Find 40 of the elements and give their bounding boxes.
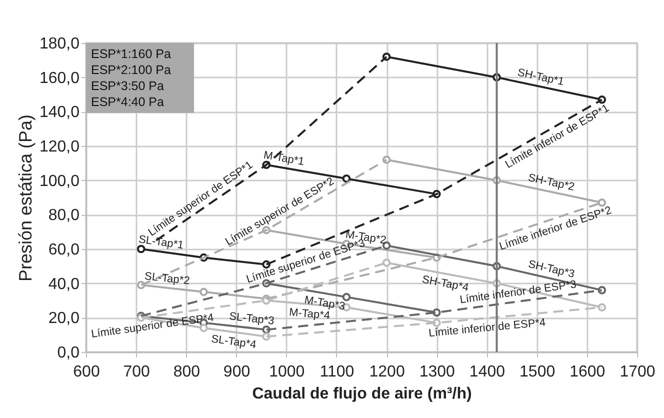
- y-tick-label: 40,0: [48, 276, 80, 293]
- x-tick-label: 1400: [469, 364, 506, 380]
- y-axis-title: Presión estática (Pa): [15, 114, 36, 282]
- annotation: ESP*2:100 Pa: [91, 63, 171, 77]
- y-tick-label: 20,0: [48, 310, 80, 328]
- x-axis-title: Caudal de flujo de aire (m³/h): [252, 386, 472, 402]
- x-tick-label: 600: [73, 364, 100, 380]
- x-tick-label: 800: [173, 364, 200, 380]
- x-tick-label: 1700: [620, 364, 656, 380]
- x-tick-label: 1000: [269, 364, 305, 380]
- x-tick-label: 1500: [520, 364, 556, 380]
- y-tick-label: 60,0: [48, 242, 80, 258]
- text: SH-Tap*4: [421, 274, 470, 294]
- text: Límite inferior de ESP*4: [428, 316, 546, 340]
- y-tick-label: 160,0: [39, 70, 80, 87]
- text: Límite inferior de ESP*2: [498, 204, 614, 253]
- annotation: ESP*1:160 Pa: [91, 47, 171, 61]
- x-tick-label: 1600: [570, 364, 606, 380]
- x-tick-label: 700: [123, 364, 150, 380]
- x-tick-label: 1200: [369, 364, 405, 380]
- y-tick-label: 140,0: [39, 104, 80, 122]
- annotation: ESP*3:50 Pa: [91, 79, 164, 93]
- x-tick-label: 900: [223, 364, 250, 380]
- y-tick-label: 80,0: [48, 207, 80, 224]
- y-tick-label: 120,0: [39, 138, 80, 156]
- text: SL-Tap*1: [138, 234, 184, 252]
- text: SH-Tap*2: [526, 172, 576, 194]
- text: SH-Tap*3: [527, 258, 576, 280]
- y-tick-label: 100,0: [39, 172, 80, 190]
- x-tick-label: 1100: [320, 364, 354, 380]
- x-tick-label: 1300: [419, 364, 456, 380]
- series-label: M-Tap*4: [288, 306, 330, 322]
- y-tick-label: 180,0: [39, 36, 80, 52]
- text: M-Tap*1: [262, 149, 306, 168]
- y-tick-label: 0,0: [57, 344, 80, 362]
- text: SL-Tap*3: [228, 310, 275, 328]
- annotation: ESP*4:40 Pa: [91, 95, 164, 109]
- text: SH-Tap*1: [516, 66, 565, 88]
- text: SL-Tap*4: [210, 333, 257, 352]
- text: SL-Tap*2: [144, 270, 190, 288]
